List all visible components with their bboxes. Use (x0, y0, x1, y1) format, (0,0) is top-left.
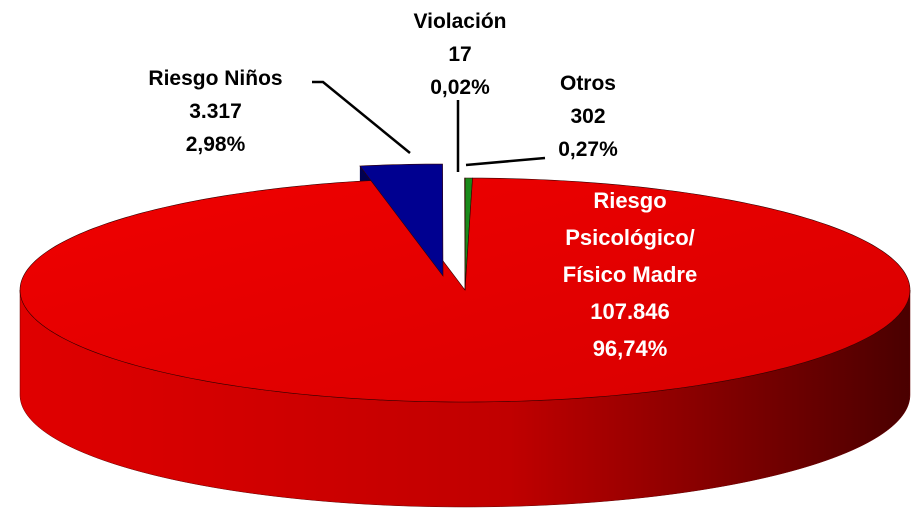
category-label: Riesgo Niños (148, 67, 283, 90)
percent-label: 2,98% (185, 133, 246, 156)
slice-label: Violación 17 0,02% (385, 5, 535, 104)
percent-label: 0,02% (430, 76, 490, 99)
leader-line (312, 80, 411, 154)
slice-label: Otros 302 0,27% (538, 67, 638, 166)
slice (359, 163, 444, 277)
category-label: Otros (559, 72, 616, 95)
percent-label: 96,74% (592, 336, 668, 361)
category-label: Riesgo Psicológico/ Físico Madre (562, 188, 698, 287)
value-label: 107.846 (590, 299, 670, 324)
pie-tops (19, 163, 911, 403)
leader-lines (312, 80, 546, 172)
value-label: 302 (570, 105, 606, 128)
slice-label: Riesgo Psicológico/ Físico Madre 107.846… (560, 182, 700, 367)
leader-line (465, 156, 546, 167)
value-label: 3.317 (189, 100, 242, 123)
slice-label: Riesgo Niños 3.317 2,98% (118, 62, 313, 161)
slice (19, 177, 911, 403)
percent-label: 0,27% (558, 138, 618, 161)
category-label: Violación (413, 10, 507, 33)
value-label: 17 (448, 43, 472, 66)
